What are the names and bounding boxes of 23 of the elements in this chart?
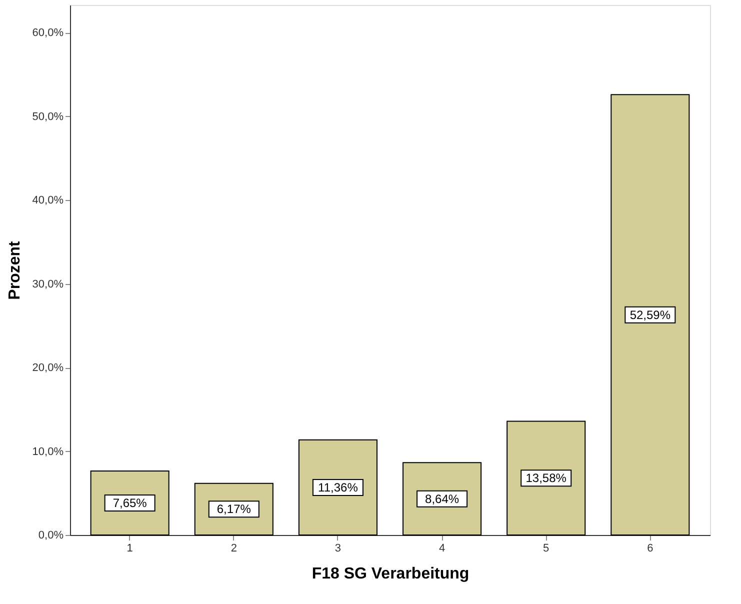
y-tick-label: 60,0% xyxy=(32,27,64,40)
x-tick-label: 6 xyxy=(647,542,654,554)
x-tick-label: 1 xyxy=(126,542,133,554)
data-label: 13,58% xyxy=(526,471,567,486)
y-tick-label: 50,0% xyxy=(32,110,64,123)
data-label: 6,17% xyxy=(216,502,252,516)
y-tick-label: 40,0% xyxy=(32,194,64,207)
data-label: 52,59% xyxy=(630,308,671,322)
y-tick-label: 30,0% xyxy=(32,278,64,290)
bar xyxy=(610,94,690,536)
bar xyxy=(506,420,586,536)
y-tick-label: 10,0% xyxy=(32,446,64,458)
data-label: 8,64% xyxy=(425,492,460,506)
x-tick-label: 4 xyxy=(438,542,446,554)
x-tick-label: 3 xyxy=(334,542,342,554)
x-tick-label: 2 xyxy=(230,542,237,554)
x-tick-label: 5 xyxy=(543,542,550,554)
data-label: 11,36% xyxy=(318,480,358,494)
y-tick-label: 20,0% xyxy=(32,362,64,374)
data-label: 7,65% xyxy=(112,496,148,510)
y-axis-title: Prozent xyxy=(6,240,24,300)
y-tick-label: 0,0% xyxy=(38,530,64,542)
x-axis-title: F18 SG Verarbeitung xyxy=(312,566,470,582)
